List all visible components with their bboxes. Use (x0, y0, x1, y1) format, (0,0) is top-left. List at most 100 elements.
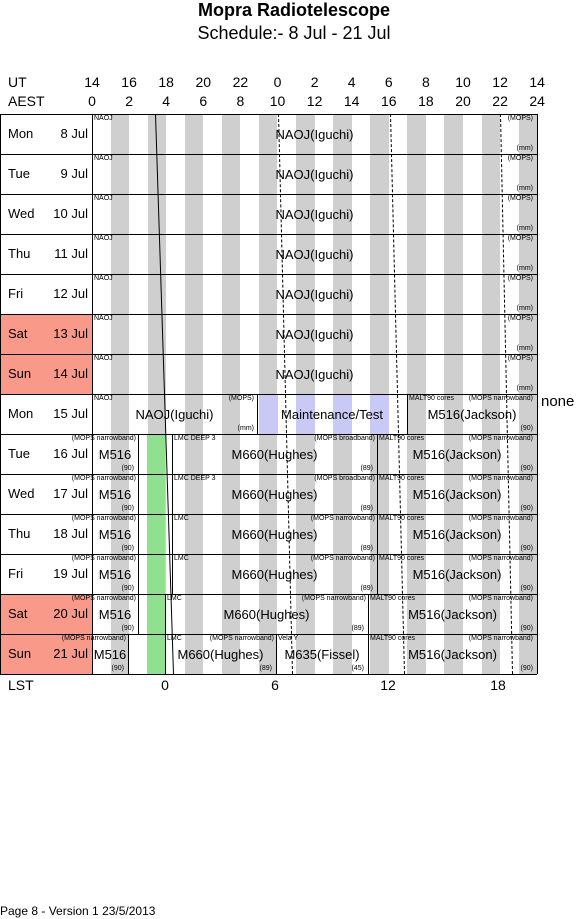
day-cell: Fri 19 Jul (0, 554, 92, 594)
lst-tick-label: 12 (380, 677, 396, 693)
block-label-small: (45) (351, 665, 364, 672)
day-date: 17 Jul (53, 486, 88, 501)
block-label-small: (MOPS narrowband) (301, 595, 366, 602)
block-divider (165, 634, 166, 674)
maintenance-block (296, 394, 315, 434)
no-schedule-label: none (541, 393, 575, 410)
block-label-small: (90) (520, 665, 533, 672)
hour-stripe (370, 394, 389, 674)
ut-label: UT (8, 74, 27, 90)
project-label: NAOJ(Iguchi) (135, 407, 214, 422)
block-label-small: NAOJ (94, 115, 113, 122)
block-label-small: MALT90 cores (370, 635, 415, 642)
project-label: M660(Hughes) (231, 527, 318, 542)
block-label-small: NAOJ (94, 235, 113, 242)
day-cell: Tue 16 Jul (0, 434, 92, 474)
block-label-small: (MOPS narrowband) (468, 395, 533, 402)
row-divider (0, 274, 537, 275)
ut-tick-label: 22 (232, 74, 249, 90)
row-divider (0, 354, 537, 355)
day-cell: Fri 12 Jul (0, 274, 92, 314)
day-name: Sun (8, 366, 32, 381)
day-name: Thu (8, 526, 31, 541)
block-label-small: (90) (520, 545, 533, 552)
project-label: M516 (98, 447, 132, 462)
day-name: Sun (8, 646, 32, 661)
block-label-small: (MOPS narrowband) (468, 435, 533, 442)
maintenance-block (259, 394, 278, 434)
day-date: 10 Jul (53, 206, 88, 221)
ut-tick-label: 6 (384, 74, 393, 90)
project-label: NAOJ(Iguchi) (275, 127, 354, 142)
block-label-small: (89) (360, 505, 373, 512)
row-divider (0, 314, 537, 315)
aest-tick-label: 8 (236, 93, 245, 109)
block-label-small: (90) (121, 625, 134, 632)
block-label-small: (90) (121, 585, 134, 592)
block-label-small: (90) (520, 585, 533, 592)
project-label: NAOJ(Iguchi) (275, 207, 354, 222)
block-label-small: (mm) (237, 425, 254, 432)
day-date: 12 Jul (53, 286, 88, 301)
ut-tick-label: 18 (158, 74, 174, 90)
project-label: Maintenance/Test (281, 407, 383, 422)
day-date: 9 Jul (60, 166, 88, 181)
project-label: M660(Hughes) (231, 567, 318, 582)
block-divider (368, 634, 369, 674)
hour-stripe (333, 394, 352, 674)
hour-stripe (370, 114, 389, 394)
block-label-small: (MOPS narrowband) (310, 515, 375, 522)
aest-tick-label: 14 (343, 93, 360, 109)
page-title: Mopra Radiotelescope (197, 0, 391, 20)
row-divider (0, 594, 537, 595)
project-label: M516(Jackson) (412, 527, 502, 542)
project-label: M516(Jackson) (412, 447, 502, 462)
block-divider (377, 474, 378, 514)
block-label-small: (90) (520, 625, 533, 632)
hour-stripe (407, 394, 426, 674)
ut-tick-label: 8 (421, 74, 430, 90)
ut-tick-label: 14 (529, 74, 545, 90)
hour-stripe (110, 114, 130, 394)
day-name: Thu (8, 246, 31, 261)
block-label-small: LMC (167, 635, 182, 642)
ut-tick-label: 0 (273, 74, 282, 90)
block-label-small: (MOPS narrowband) (468, 475, 533, 482)
row-divider (0, 674, 537, 675)
row-divider (0, 194, 537, 195)
block-label-small: MALT90 cores (379, 475, 424, 482)
day-date: 11 Jul (54, 246, 88, 261)
block-label-small: (MOPS) (507, 235, 533, 242)
day-name: Sat (8, 326, 28, 341)
ut-tick-label: 10 (455, 74, 471, 90)
day-date: 15 Jul (53, 406, 88, 421)
block-label-small: (89) (360, 545, 373, 552)
day-name: Mon (8, 126, 34, 141)
block-label-small: (90) (520, 465, 533, 472)
block-divider (257, 394, 258, 434)
project-label: NAOJ(Iguchi) (275, 327, 354, 342)
ut-tick-label: 14 (84, 74, 100, 90)
day-cell: Sun 21 Jul (0, 634, 92, 674)
block-label-small: MALT90 cores (379, 435, 424, 442)
hour-stripe (444, 114, 463, 394)
row-divider (0, 394, 537, 395)
block-label-small: (90) (121, 465, 134, 472)
block-label-small: (MOPS narrowband) (468, 515, 533, 522)
project-label: M516(Jackson) (412, 567, 502, 582)
block-label-small: (90) (121, 545, 134, 552)
row-divider (0, 514, 537, 515)
hour-stripe (333, 114, 352, 394)
lst-tick-label: 18 (490, 677, 506, 693)
block-label-small: (MOPS broadband) (314, 435, 375, 442)
day-name: Tue (8, 166, 30, 181)
block-divider (165, 594, 166, 634)
block-label-small: NAOJ (94, 315, 113, 322)
project-label: M660(Hughes) (231, 447, 318, 462)
block-label-small: (MOPS narrowband) (209, 635, 274, 642)
aest-label: AEST (8, 93, 45, 109)
project-label: M516 (93, 647, 127, 662)
project-label: M516 (98, 487, 132, 502)
day-date: 18 Jul (53, 526, 88, 541)
hour-stripe (258, 394, 278, 674)
